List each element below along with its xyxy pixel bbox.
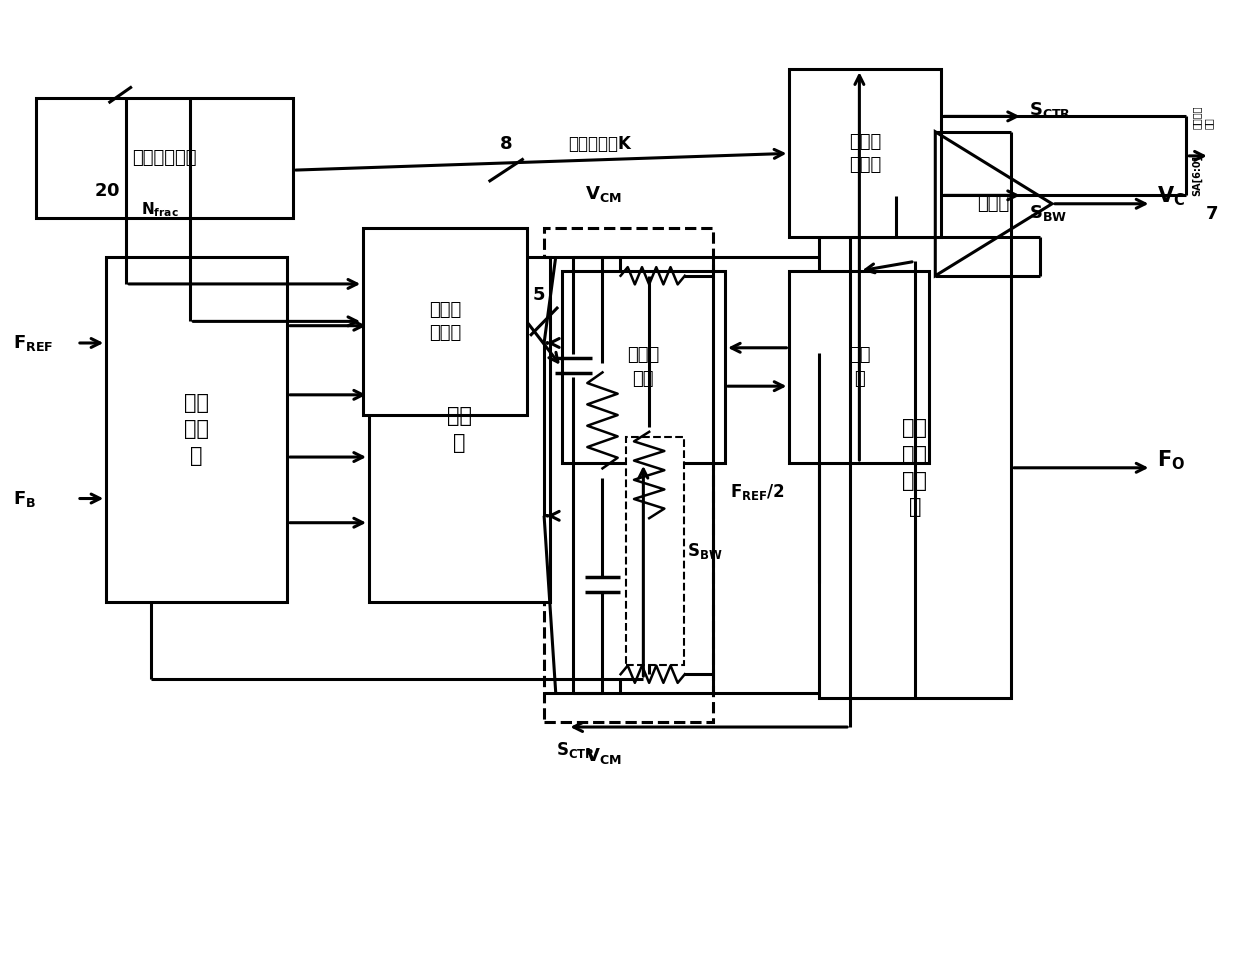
Bar xyxy=(818,238,1011,698)
Bar xyxy=(544,228,713,723)
Text: $\mathbf{S_{BW}}$: $\mathbf{S_{BW}}$ xyxy=(1029,203,1066,223)
Text: $\mathbf{V_C}$: $\mathbf{V_C}$ xyxy=(1157,184,1185,207)
Text: $\mathbf{F_O}$: $\mathbf{F_O}$ xyxy=(1157,448,1185,472)
Bar xyxy=(562,271,725,463)
Text: 初始计数值K: 初始计数值K xyxy=(568,134,631,153)
Text: $\mathbf{S_{CTR}}$: $\mathbf{S_{CTR}}$ xyxy=(1029,99,1071,120)
Text: $\mathbf{F_{REF}/2}$: $\mathbf{F_{REF}/2}$ xyxy=(730,482,785,503)
Text: 鉴频
器: 鉴频 器 xyxy=(848,346,870,388)
Bar xyxy=(107,256,288,602)
Text: $\mathbf{F_{REF}}$: $\mathbf{F_{REF}}$ xyxy=(12,333,53,353)
Text: $\mathbf{F_B}$: $\mathbf{F_B}$ xyxy=(12,489,36,508)
Text: $\mathbf{S_{CTR}}$: $\mathbf{S_{CTR}}$ xyxy=(556,739,595,760)
Bar xyxy=(790,271,930,463)
Text: 数字控制模块: 数字控制模块 xyxy=(133,149,197,168)
Text: $\mathbf{V_{CM}}$: $\mathbf{V_{CM}}$ xyxy=(585,184,621,204)
Text: 三阶噪
声整形: 三阶噪 声整形 xyxy=(429,301,461,342)
Text: $\mathbf{7}$: $\mathbf{7}$ xyxy=(1205,205,1219,223)
Text: $\mathbf{5}$: $\mathbf{5}$ xyxy=(532,286,544,304)
Text: $\mathbf{N_{frac}}$: $\mathbf{N_{frac}}$ xyxy=(141,201,179,219)
Text: 逐次递
近逻辑: 逐次递 近逻辑 xyxy=(849,132,882,174)
Text: $\mathbf{S_{BW}}$: $\mathbf{S_{BW}}$ xyxy=(687,541,722,561)
Text: 电荷
泵: 电荷 泵 xyxy=(446,406,472,453)
Bar xyxy=(36,98,293,218)
Text: 多模分
频器: 多模分 频器 xyxy=(627,346,660,388)
Text: 逐步逼近
控制: 逐步逼近 控制 xyxy=(1192,106,1214,130)
Bar xyxy=(370,256,549,602)
Bar xyxy=(363,228,527,415)
Text: 环形
压控
振荚
器: 环形 压控 振荚 器 xyxy=(903,418,928,517)
Text: SA[6:0]: SA[6:0] xyxy=(1192,155,1203,196)
Bar xyxy=(790,69,941,238)
Text: 差转单: 差转单 xyxy=(977,195,1009,212)
Bar xyxy=(626,436,684,664)
Text: $\mathbf{8}$: $\mathbf{8}$ xyxy=(500,134,513,153)
Text: $\mathbf{V_{CM}}$: $\mathbf{V_{CM}}$ xyxy=(585,746,621,767)
Text: $\mathbf{20}$: $\mathbf{20}$ xyxy=(94,182,120,200)
Text: 鉴频
鉴相
器: 鉴频 鉴相 器 xyxy=(185,393,210,466)
